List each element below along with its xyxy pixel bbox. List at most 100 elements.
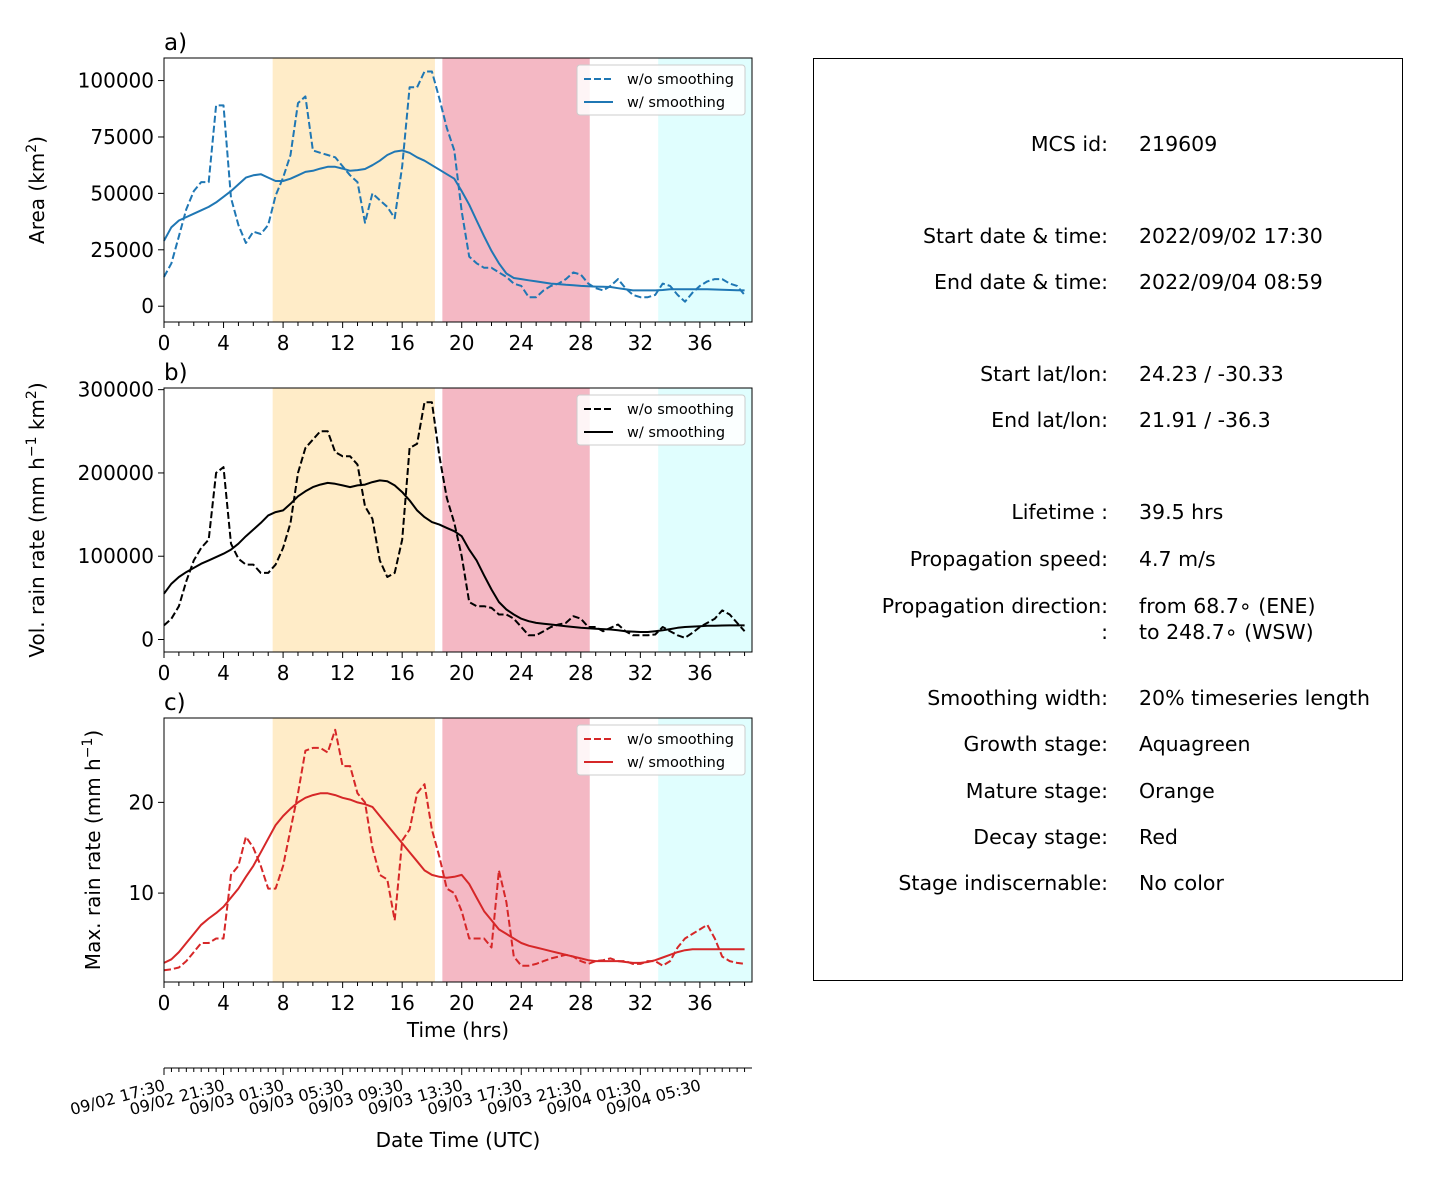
- x-tick-label: 8: [277, 991, 290, 1015]
- info-value: from 68.7∘ (ENE): [1139, 594, 1316, 618]
- x-tick-label: 4: [217, 331, 230, 355]
- x-tick-label: 4: [217, 991, 230, 1015]
- info-label: End date & time:: [934, 270, 1108, 294]
- info-value: Aquagreen: [1139, 732, 1251, 756]
- y-axis-label: Vol. rain rate (mm h−1 km2): [24, 382, 49, 657]
- legend-box: [576, 724, 746, 776]
- max-rain-rate-panel: 10 20 0 4 8 12 16 20 24 28 32 36 c) Max. rain rate (m…: [80, 690, 753, 1042]
- x-tick-label: 28: [568, 991, 593, 1015]
- x-tick-label: 12: [330, 661, 355, 685]
- info-label: Start lat/lon:: [980, 362, 1108, 386]
- legend-label: w/ smoothing: [627, 95, 725, 111]
- y-tick-label: 0: [141, 628, 154, 652]
- area-panel: 0 25000 50000 75000 100000 0 4 8 12 16 20 24 28 32 36 a…: [24, 30, 753, 355]
- x-tick-label: 0: [158, 661, 171, 685]
- x-tick-label: 20: [449, 991, 474, 1015]
- info-label: :: [1101, 620, 1108, 644]
- x-tick-label: 36: [687, 661, 712, 685]
- legend-label: w/ smoothing: [627, 755, 725, 771]
- x-tick-label: 0: [158, 991, 171, 1015]
- date-axis-label: Date Time (UTC): [376, 1128, 541, 1152]
- x-tick-label: 24: [509, 991, 534, 1015]
- y-tick-label: 100000: [78, 69, 154, 93]
- legend: w/o smoothing w/ smoothing: [576, 64, 746, 116]
- info-label: Smoothing width:: [927, 686, 1108, 710]
- plot-frame: [163, 57, 753, 323]
- stage-band-mature: [272, 718, 435, 982]
- legend-box: [576, 394, 746, 446]
- y-tick-label: 200000: [78, 461, 154, 485]
- info-value: 2022/09/04 08:59: [1139, 270, 1323, 294]
- x-tick-label: 20: [449, 331, 474, 355]
- x-tick-label: 4: [217, 661, 230, 685]
- info-value: 2022/09/02 17:30: [1139, 224, 1323, 248]
- x-tick-label: 32: [628, 331, 653, 355]
- info-value: No color: [1139, 871, 1224, 895]
- legend: w/o smoothing w/ smoothing: [576, 394, 746, 446]
- series-line-smoothed: [163, 149, 745, 292]
- info-value: to 248.7∘ (WSW): [1139, 620, 1314, 644]
- y-axis-label: Max. rain rate (mm h−1): [80, 730, 105, 970]
- y-tick-label: 75000: [90, 125, 154, 149]
- x-axis-label: Time (hrs): [406, 1018, 509, 1042]
- info-label: Propagation speed:: [909, 547, 1108, 571]
- info-label: Decay stage:: [973, 825, 1108, 849]
- x-tick-label: 8: [277, 331, 290, 355]
- y-tick-label: 20: [129, 790, 154, 814]
- info-value: 39.5 hrs: [1139, 500, 1224, 524]
- y-tick-label: 300000: [78, 378, 154, 402]
- stage-band-decay: [442, 718, 590, 982]
- y-tick-label: 50000: [90, 181, 154, 205]
- stage-band-decay: [442, 58, 590, 322]
- legend-box: [576, 64, 746, 116]
- info-label: Mature stage:: [965, 779, 1108, 803]
- y-tick-label: 100000: [78, 544, 154, 568]
- info-value: Orange: [1139, 779, 1215, 803]
- x-tick-label: 16: [389, 661, 414, 685]
- y-tick-label: 25000: [90, 238, 154, 262]
- y-axis-label: Area (km2): [24, 136, 49, 244]
- x-tick-label: 16: [389, 991, 414, 1015]
- info-value: 219609: [1139, 132, 1218, 156]
- legend-label: w/o smoothing: [627, 402, 734, 418]
- stage-band-decay: [442, 388, 590, 652]
- x-tick-label: 36: [687, 331, 712, 355]
- x-tick-label: 28: [568, 331, 593, 355]
- info-label: Stage indiscernable:: [898, 871, 1108, 895]
- panel-label: c): [164, 690, 186, 716]
- plot-frame: [163, 387, 753, 653]
- volumetric-rain-rate-panel: 0 100000 200000 300000 0 4 8 12 16 20 24 28 32 36 b) Vo…: [24, 360, 753, 685]
- x-tick-label: 12: [330, 991, 355, 1015]
- info-value: Red: [1139, 825, 1178, 849]
- legend: w/o smoothing w/ smoothing: [576, 724, 746, 776]
- info-label: Start date & time:: [922, 224, 1108, 248]
- info-label: End lat/lon:: [991, 408, 1108, 432]
- panel-label: a): [164, 30, 187, 56]
- mcs-info-panel: MCS id: 219609 Start date & time: 2022/09/0…: [813, 58, 1403, 981]
- info-value: 4.7 m/s: [1139, 547, 1216, 571]
- info-value: 24.23 / -30.33: [1139, 362, 1284, 386]
- x-tick-label: 32: [628, 991, 653, 1015]
- info-value: 21.91 / -36.3: [1139, 408, 1271, 432]
- panel-label: b): [164, 360, 188, 386]
- x-tick-label: 28: [568, 661, 593, 685]
- series-line-smoothed: [163, 792, 745, 964]
- series-line-raw: [163, 401, 746, 639]
- stage-band-mature: [272, 388, 435, 652]
- stage-band-mature: [272, 58, 435, 322]
- x-tick-label: 20: [449, 661, 474, 685]
- legend-label: w/o smoothing: [627, 72, 734, 88]
- series-line-smoothed: [163, 479, 745, 633]
- info-label: Lifetime :: [1011, 500, 1108, 524]
- x-tick-label: 8: [277, 661, 290, 685]
- x-tick-label: 36: [687, 991, 712, 1015]
- x-tick-label: 12: [330, 331, 355, 355]
- legend-label: w/ smoothing: [627, 425, 725, 441]
- plot-frame: [163, 717, 753, 983]
- y-tick-label: 10: [129, 881, 154, 905]
- x-tick-label: 24: [509, 661, 534, 685]
- info-label: Propagation direction:: [881, 594, 1108, 618]
- info-label: MCS id:: [1030, 132, 1108, 156]
